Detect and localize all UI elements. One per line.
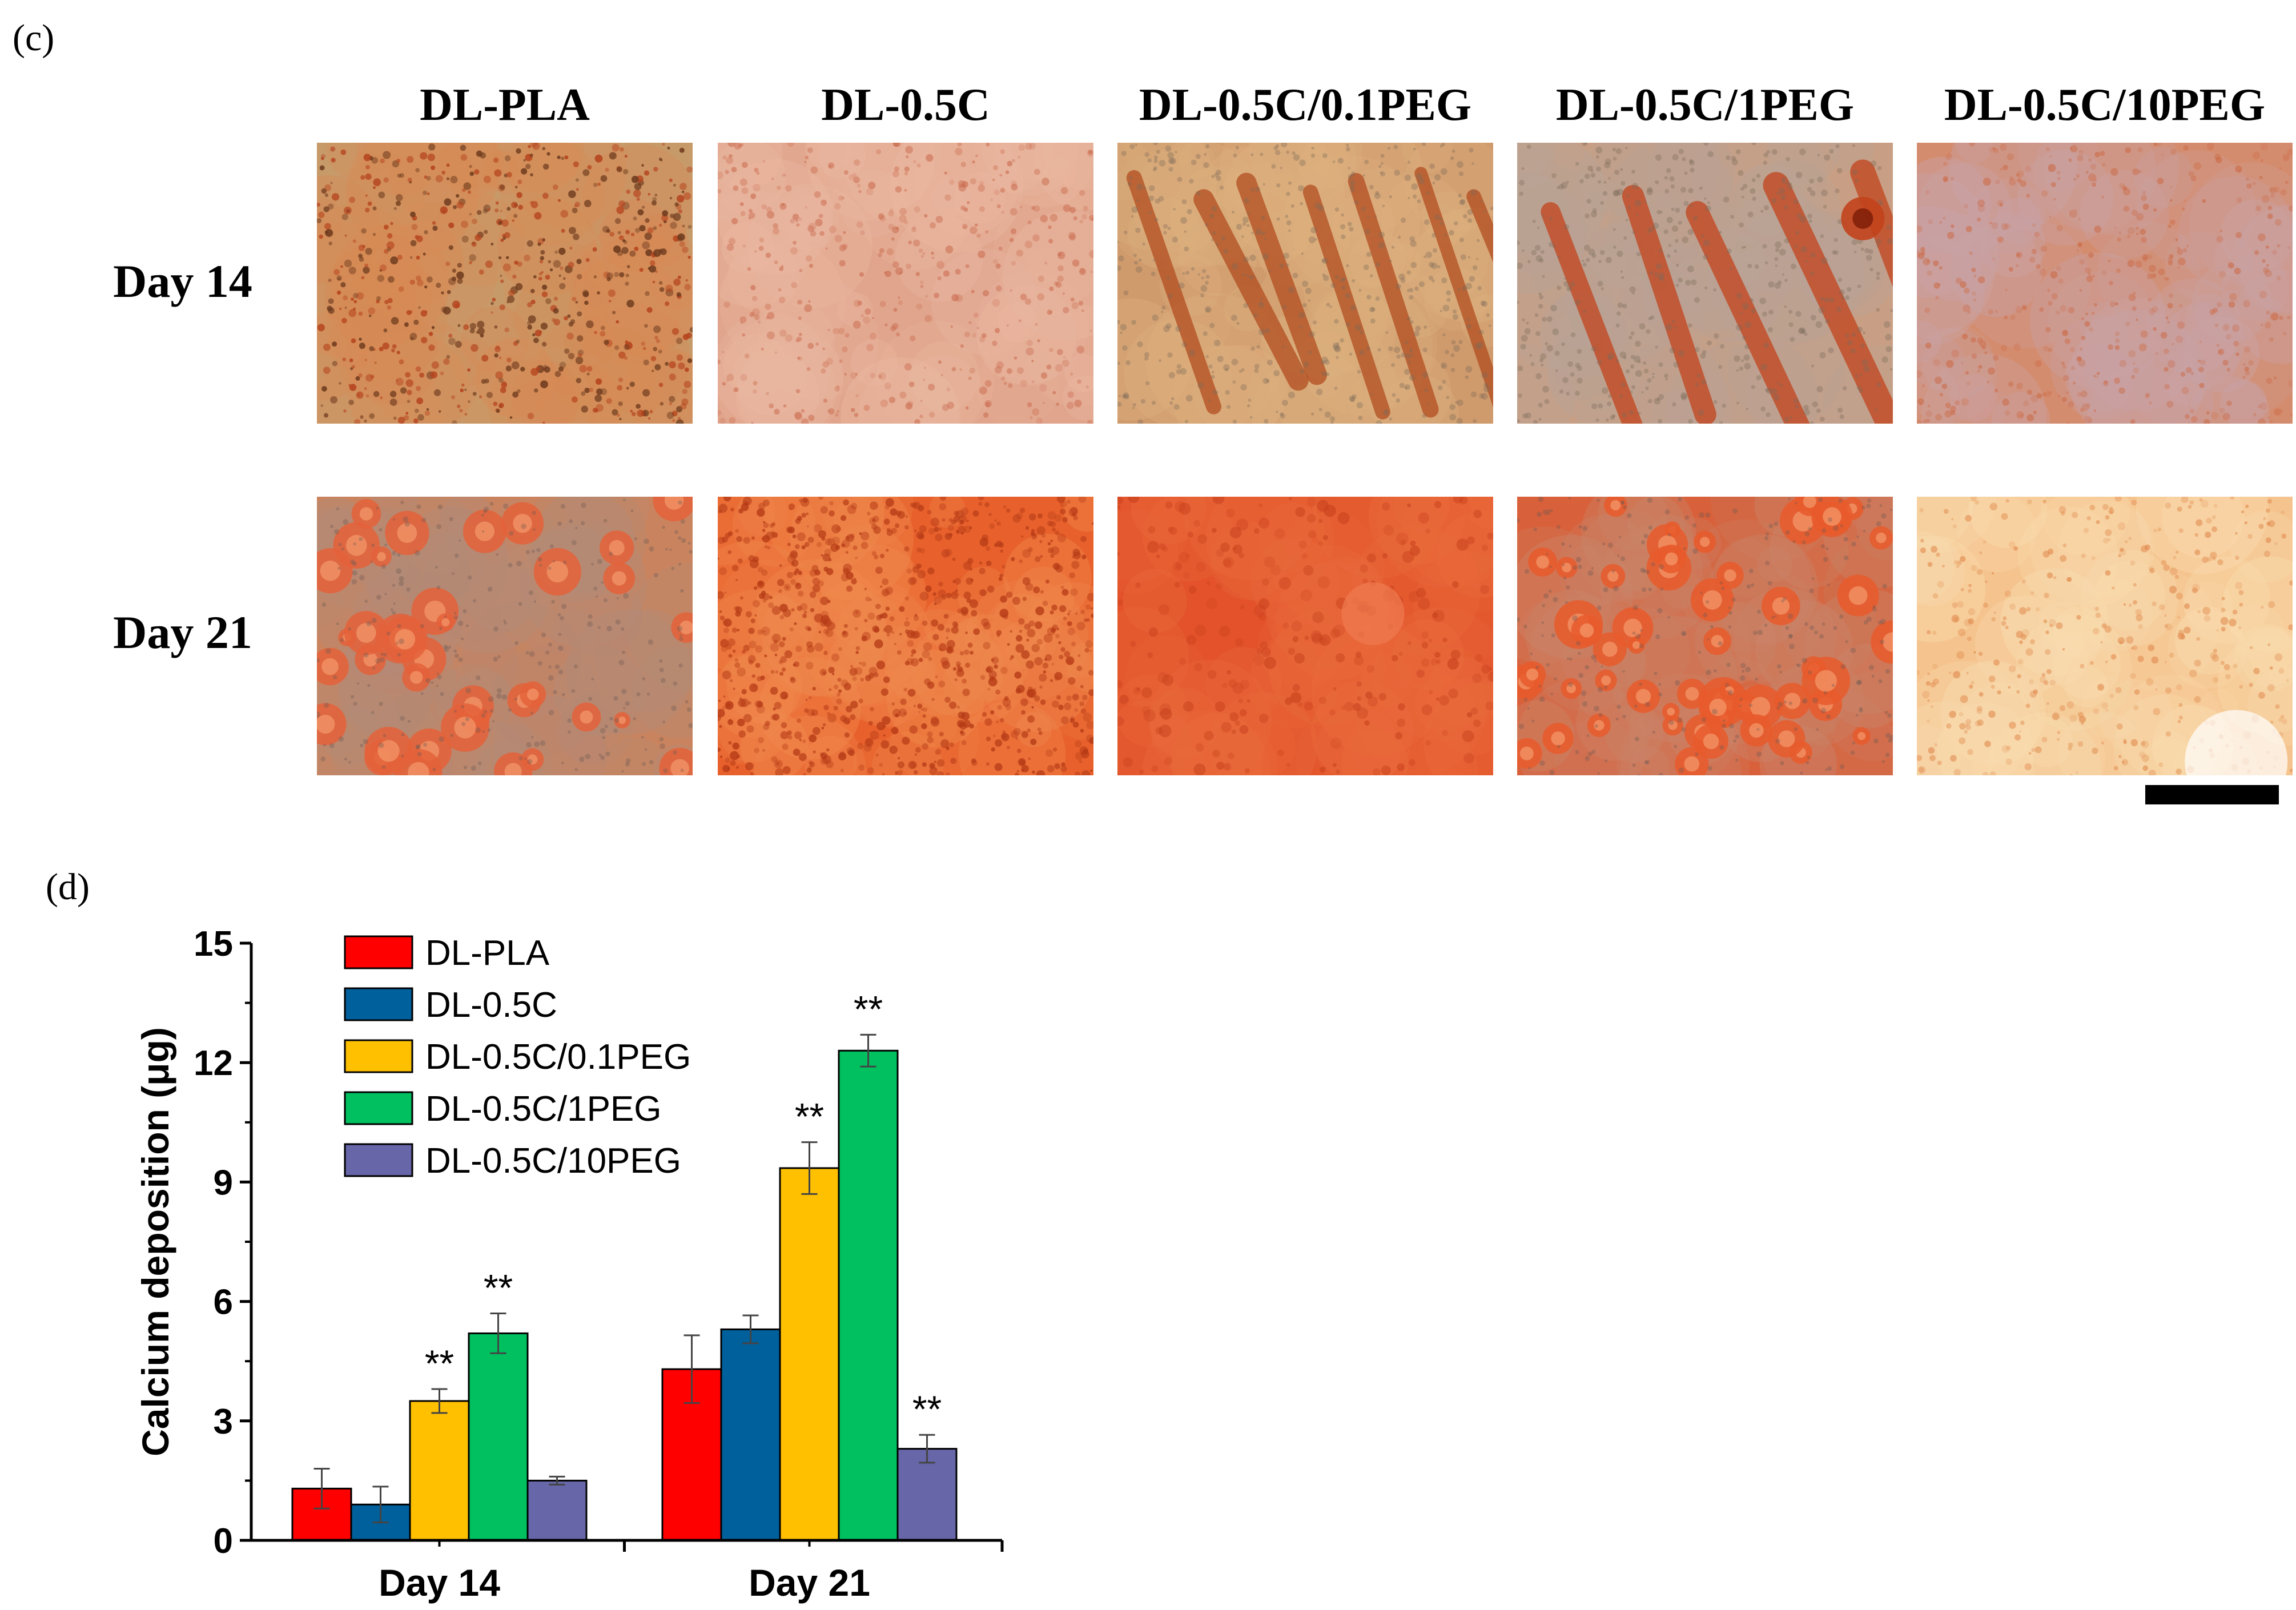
micrograph-day14-dl-05c bbox=[718, 143, 1093, 424]
y-tick-label: 15 bbox=[194, 924, 233, 964]
bar bbox=[526, 1479, 588, 1541]
error-bar bbox=[801, 1141, 818, 1195]
chart-bars bbox=[291, 1049, 958, 1541]
y-tick-label: 3 bbox=[214, 1402, 233, 1442]
chart-legend: DL-PLA DL-0.5C DL-0.5C/0.1PEG DL-0.5C/1PEG D… bbox=[344, 933, 691, 1181]
chart-x-ticks: Day 14 Day 21 bbox=[379, 1540, 1004, 1604]
bar bbox=[838, 1049, 899, 1541]
micrograph-day21-dl-05c-1peg bbox=[1517, 497, 1893, 775]
error-bar bbox=[860, 1033, 876, 1068]
legend-swatch bbox=[344, 1091, 413, 1125]
column-header: DL-0.5C bbox=[821, 80, 990, 130]
legend-label: DL-0.5C/10PEG bbox=[425, 1141, 681, 1181]
micrograph-day14-dl-pla bbox=[317, 143, 693, 424]
micrograph-day21-dl-pla bbox=[317, 497, 693, 775]
legend-label: DL-0.5C/0.1PEG bbox=[425, 1037, 691, 1077]
micrograph-day14-dl-05c-10peg bbox=[1917, 143, 2293, 424]
row-labels: Day 14 Day 21 bbox=[113, 255, 252, 658]
bar bbox=[409, 1400, 470, 1541]
column-header: DL-0.5C/0.1PEG bbox=[1139, 80, 1471, 130]
micrograph-day14-dl-05c-1peg bbox=[1517, 143, 1893, 424]
micrograph-day14-dl-05c-01peg bbox=[1117, 143, 1493, 424]
x-tick-label: Day 21 bbox=[749, 1561, 870, 1604]
legend-swatch bbox=[344, 1143, 413, 1177]
bar-chart: ** ** ** ** ** 0 3 6 9 12 15 Day 14 Day 21 Calcium… bbox=[134, 924, 1004, 1604]
y-tick-label: 6 bbox=[214, 1283, 233, 1322]
error-bar bbox=[431, 1388, 448, 1414]
error-bar bbox=[372, 1486, 389, 1524]
column-header: DL-PLA bbox=[420, 80, 590, 130]
significance-mark: ** bbox=[425, 1342, 454, 1384]
chart-error-bars bbox=[313, 1033, 935, 1524]
column-header: DL-0.5C/1PEG bbox=[1556, 80, 1854, 130]
legend-label: DL-0.5C bbox=[425, 985, 557, 1025]
legend-label: DL-0.5C/1PEG bbox=[425, 1089, 662, 1129]
bar bbox=[468, 1332, 529, 1541]
error-bar bbox=[683, 1334, 700, 1404]
y-tick-label: 0 bbox=[214, 1522, 233, 1561]
chart-significance-marks: ** ** ** ** ** bbox=[425, 988, 942, 1430]
significance-mark: ** bbox=[854, 988, 883, 1030]
significance-mark: ** bbox=[912, 1388, 942, 1430]
micrograph-day21-dl-05c-10peg bbox=[1917, 497, 2293, 775]
legend-swatch bbox=[344, 987, 413, 1021]
scale-bar bbox=[2145, 785, 2279, 804]
panel-d: (d) ** ** ** ** ** 0 3 6 9 12 15 Day 14 Day 21 Cal… bbox=[46, 866, 1004, 1604]
column-header: DL-0.5C/10PEG bbox=[1944, 80, 2265, 130]
micrograph-day21-dl-05c bbox=[718, 497, 1093, 775]
chart-y-ticks: 0 3 6 9 12 15 bbox=[194, 924, 251, 1561]
y-axis-label: Calcium deposition (μg) bbox=[134, 1027, 176, 1456]
micrograph-grid bbox=[317, 143, 2293, 775]
legend-item: DL-PLA bbox=[344, 933, 550, 973]
panel-c-label: (c) bbox=[13, 17, 54, 59]
error-bar bbox=[490, 1313, 506, 1354]
legend-swatch bbox=[344, 1039, 413, 1073]
bar bbox=[779, 1167, 840, 1541]
legend-item: DL-0.5C/1PEG bbox=[344, 1089, 662, 1129]
legend-swatch bbox=[344, 935, 413, 969]
x-tick-label: Day 14 bbox=[379, 1561, 500, 1604]
bar bbox=[896, 1448, 958, 1541]
error-bar bbox=[313, 1467, 330, 1510]
bar bbox=[720, 1328, 781, 1541]
error-bar bbox=[742, 1314, 759, 1345]
micrograph-day21-dl-05c-01peg bbox=[1117, 497, 1493, 775]
legend-item: DL-0.5C/0.1PEG bbox=[344, 1037, 691, 1077]
legend-item: DL-0.5C/10PEG bbox=[344, 1141, 681, 1181]
panel-d-label: (d) bbox=[46, 866, 90, 908]
significance-mark: ** bbox=[484, 1267, 513, 1309]
legend-item: DL-0.5C bbox=[344, 985, 557, 1025]
panel-c: (c) DL-PLA DL-0.5C DL-0.5C/0.1PEG DL-0.5C/1… bbox=[13, 17, 2293, 804]
error-bar bbox=[549, 1475, 565, 1486]
error-bar bbox=[919, 1434, 935, 1464]
y-tick-label: 9 bbox=[214, 1163, 233, 1202]
significance-mark: ** bbox=[795, 1096, 824, 1138]
row-label: Day 21 bbox=[113, 606, 252, 658]
legend-label: DL-PLA bbox=[425, 933, 550, 973]
row-label: Day 14 bbox=[113, 255, 252, 307]
column-headers: DL-PLA DL-0.5C DL-0.5C/0.1PEG DL-0.5C/1PEG D… bbox=[420, 80, 2265, 130]
y-tick-label: 12 bbox=[194, 1044, 233, 1083]
